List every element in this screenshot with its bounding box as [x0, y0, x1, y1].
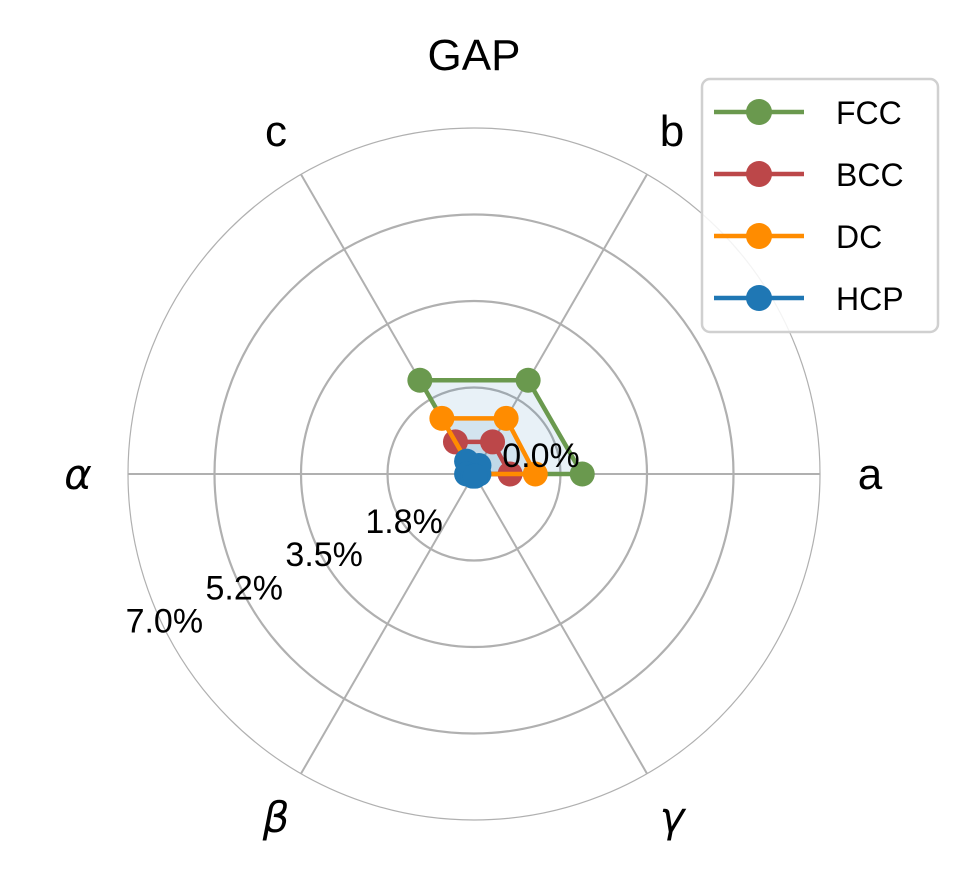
legend-label: FCC [836, 95, 902, 131]
axis-label-4: β [262, 793, 290, 842]
legend-label: HCP [836, 281, 904, 317]
radial-tick-label: 3.5% [285, 536, 363, 574]
legend-label: BCC [836, 157, 904, 193]
data-point-marker [462, 463, 488, 489]
data-point-marker [493, 405, 519, 431]
legend-item-fcc: FCC [714, 95, 902, 131]
radial-tick-labels: 1.8%3.5%5.2%7.0% 0.0% [126, 437, 580, 640]
radial-tick-label: 1.8% [365, 503, 443, 541]
center-tick-label: 0.0% [502, 437, 580, 475]
chart-title: GAP [428, 31, 521, 80]
axis-label-0: a [858, 450, 883, 499]
data-point-marker [429, 405, 455, 431]
grid-spoke [300, 473, 475, 775]
legend-item-dc: DC [714, 219, 882, 255]
data-point-marker [480, 429, 506, 455]
axis-label-3: α [64, 450, 92, 499]
legend: FCC BCC DC HCP [700, 77, 940, 334]
data-point-marker [407, 367, 433, 393]
data-point-marker [569, 461, 595, 487]
data-point-marker [522, 461, 548, 487]
axis-label-5: γ [660, 793, 687, 842]
data-point-marker [515, 367, 541, 393]
legend-item-hcp: HCP [714, 281, 904, 317]
axis-labels: a b c α β γ [64, 107, 883, 842]
grid-spoke [473, 473, 648, 775]
legend-marker [746, 285, 772, 311]
legend-marker [746, 161, 772, 187]
legend-frame [700, 77, 940, 334]
legend-marker [746, 99, 772, 125]
legend-marker [746, 223, 772, 249]
legend-label: DC [836, 219, 882, 255]
series-lines [407, 367, 595, 489]
radial-tick-label: 5.2% [206, 569, 284, 607]
legend-item-bcc: BCC [714, 157, 904, 193]
axis-label-1: b [660, 107, 684, 156]
series-hcp [454, 448, 492, 489]
axis-label-2: c [265, 107, 287, 156]
radial-tick-label: 7.0% [126, 602, 204, 640]
